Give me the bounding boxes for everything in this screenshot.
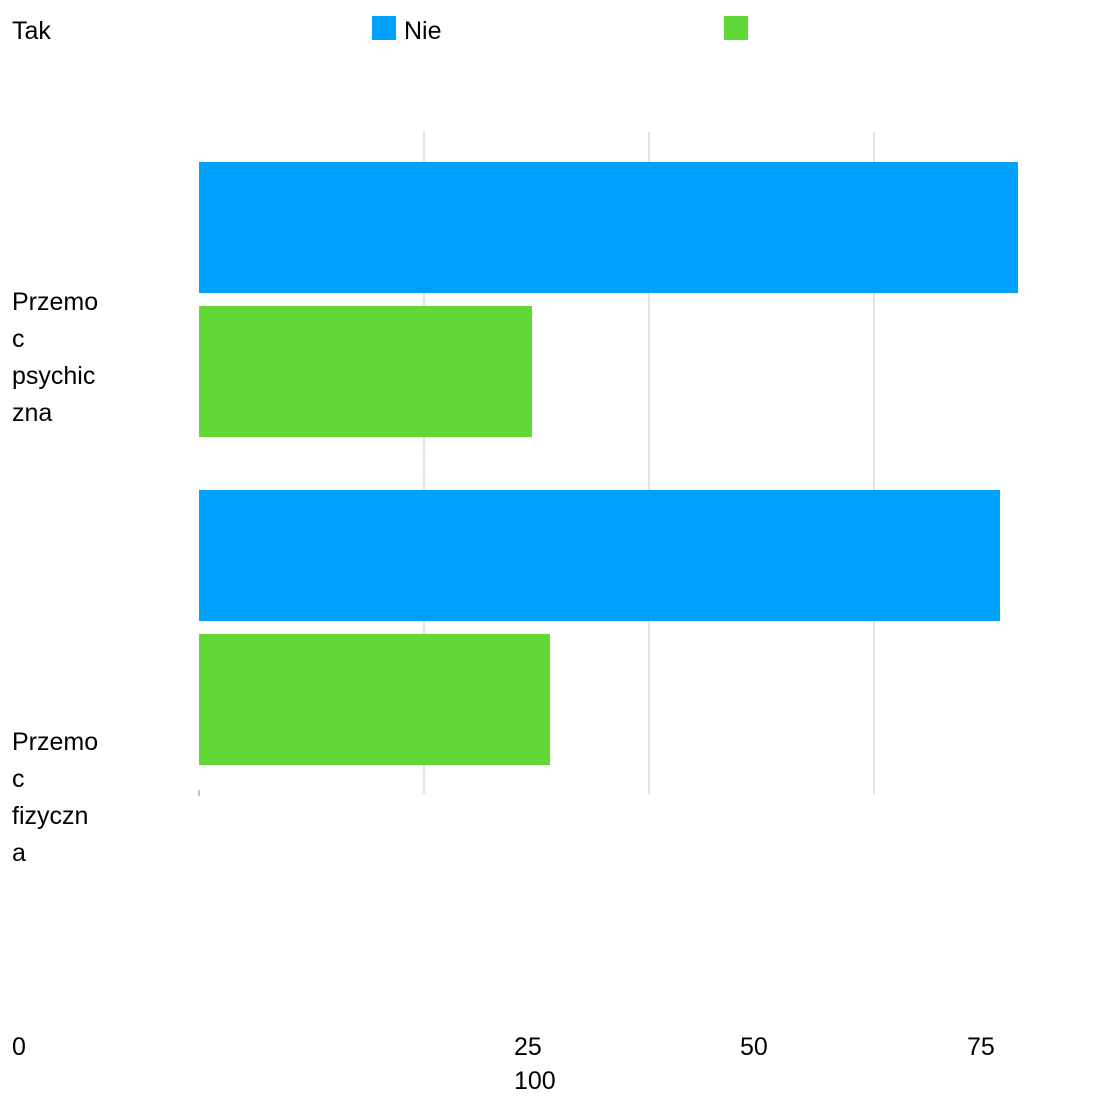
bar-green-fizyczna xyxy=(199,634,550,765)
legend-label-nie: Nie xyxy=(404,17,442,45)
category-label-line: a xyxy=(12,839,26,867)
category-label-line: Przemo xyxy=(12,288,99,316)
category-label-line: zna xyxy=(12,399,53,427)
legend-swatch-green xyxy=(724,16,748,40)
x-tick-label: 25 xyxy=(514,1033,542,1061)
bar-green-psychiczna xyxy=(199,306,532,437)
bar-blue-psychiczna xyxy=(199,162,1018,293)
x-tick-label: 50 xyxy=(740,1033,768,1061)
x-tick-label: 100 xyxy=(514,1067,556,1095)
category-label-line: psychic xyxy=(12,362,96,390)
category-label-line: c xyxy=(12,325,25,353)
bar-blue-fizyczna xyxy=(199,490,1000,621)
category-label-fizyczna: Przemo c fizyczn a xyxy=(12,724,122,872)
category-label-line: Przemo xyxy=(12,728,99,756)
legend-swatch-blue xyxy=(372,16,396,40)
x-tick-label: 75 xyxy=(967,1033,995,1061)
legend-label-tak: Tak xyxy=(12,17,51,45)
category-label-line: c xyxy=(12,765,25,793)
x-tick-label: 0 xyxy=(12,1033,26,1061)
category-label-line: fizyczn xyxy=(12,802,89,830)
category-label-psychiczna: Przemo c psychic zna xyxy=(12,284,122,432)
